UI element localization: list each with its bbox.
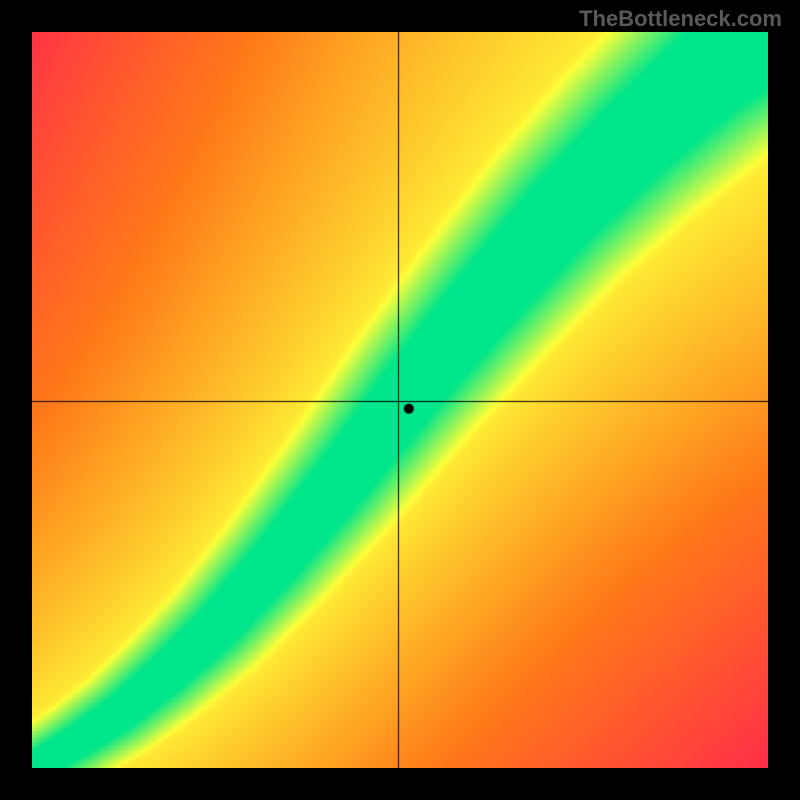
heatmap-canvas xyxy=(32,32,768,768)
plot-area xyxy=(32,32,768,768)
watermark-text: TheBottleneck.com xyxy=(579,6,782,32)
